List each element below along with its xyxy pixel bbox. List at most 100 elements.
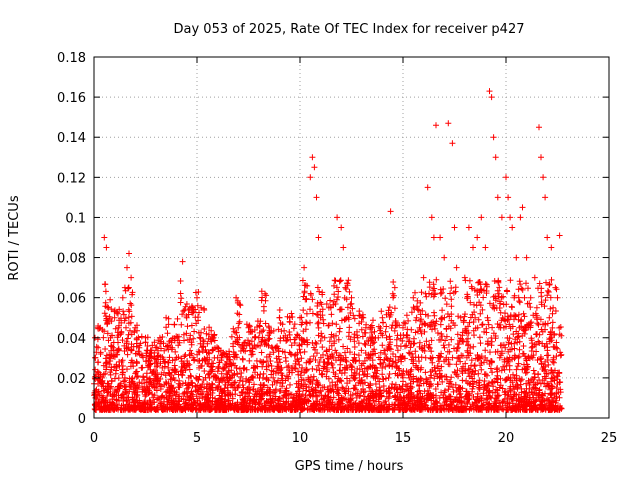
roti-point bbox=[501, 358, 508, 365]
roti-point bbox=[309, 296, 316, 303]
roti-point bbox=[486, 300, 493, 307]
roti-point bbox=[200, 343, 207, 350]
roti-point bbox=[183, 389, 190, 396]
roti-point bbox=[421, 342, 428, 349]
roti-point bbox=[331, 338, 338, 345]
roti-point bbox=[128, 313, 135, 320]
roti-point bbox=[177, 382, 184, 389]
x-tick-label: 10 bbox=[292, 431, 309, 446]
roti-point bbox=[496, 400, 503, 407]
roti-point bbox=[404, 405, 410, 412]
roti-point bbox=[330, 364, 336, 371]
roti-point bbox=[523, 280, 529, 287]
roti-point bbox=[236, 403, 243, 410]
roti-point bbox=[428, 397, 435, 404]
roti-point bbox=[408, 376, 415, 383]
roti-point bbox=[378, 392, 385, 399]
roti-point bbox=[319, 333, 325, 340]
roti-point bbox=[182, 303, 189, 310]
roti-point bbox=[521, 366, 528, 373]
roti-point bbox=[121, 374, 128, 381]
roti-point bbox=[298, 376, 305, 383]
roti-point bbox=[237, 373, 244, 380]
roti-point bbox=[358, 377, 365, 383]
roti-point bbox=[301, 397, 308, 403]
roti-point bbox=[330, 394, 337, 401]
roti-point bbox=[120, 311, 127, 318]
roti-point bbox=[265, 336, 272, 343]
roti-point bbox=[176, 393, 183, 400]
roti-point bbox=[232, 379, 239, 386]
roti-point bbox=[115, 345, 122, 352]
roti-point bbox=[216, 402, 223, 409]
roti-point bbox=[383, 355, 390, 361]
roti-point bbox=[552, 308, 559, 314]
roti-point bbox=[112, 370, 119, 377]
roti-point bbox=[510, 383, 517, 390]
roti-point bbox=[167, 385, 174, 392]
roti-point bbox=[527, 396, 533, 403]
roti-point bbox=[161, 363, 168, 370]
roti-point bbox=[201, 384, 208, 391]
roti-point bbox=[180, 331, 187, 338]
roti-point bbox=[342, 387, 349, 394]
roti-point bbox=[511, 352, 518, 359]
roti-point bbox=[169, 344, 176, 351]
roti-point bbox=[299, 277, 306, 284]
roti-point bbox=[547, 294, 554, 301]
roti-point bbox=[100, 334, 107, 341]
roti-point bbox=[458, 365, 465, 372]
roti-point bbox=[553, 339, 560, 346]
roti-point bbox=[392, 319, 399, 326]
roti-point bbox=[372, 381, 379, 387]
roti-point bbox=[205, 371, 212, 378]
roti-point bbox=[443, 333, 450, 340]
roti-point bbox=[330, 369, 337, 376]
roti-point bbox=[344, 280, 351, 287]
roti-point bbox=[178, 295, 185, 302]
roti-point bbox=[503, 174, 509, 181]
roti-point bbox=[223, 362, 230, 369]
roti-point bbox=[261, 382, 267, 389]
roti-point bbox=[422, 369, 429, 376]
roti-point bbox=[442, 295, 449, 302]
roti-point bbox=[498, 367, 505, 374]
roti-point bbox=[558, 332, 565, 339]
roti-point bbox=[530, 394, 537, 401]
roti-point bbox=[158, 393, 165, 400]
roti-point bbox=[417, 406, 424, 413]
roti-point bbox=[519, 204, 526, 211]
roti-point bbox=[262, 290, 268, 297]
roti-point bbox=[423, 338, 430, 345]
roti-point bbox=[249, 345, 256, 352]
roti-point bbox=[400, 368, 407, 375]
roti-point bbox=[297, 405, 304, 412]
roti-point bbox=[186, 305, 193, 312]
roti-point bbox=[281, 349, 288, 356]
roti-point bbox=[421, 348, 428, 354]
roti-point bbox=[300, 307, 307, 314]
roti-point bbox=[474, 234, 481, 241]
roti-point bbox=[374, 367, 381, 374]
roti-point bbox=[329, 386, 336, 393]
roti-point bbox=[457, 390, 464, 397]
roti-point bbox=[105, 388, 112, 395]
roti-point bbox=[521, 294, 528, 301]
roti-point bbox=[423, 396, 430, 403]
roti-point bbox=[445, 406, 452, 413]
roti-point bbox=[343, 358, 350, 365]
roti-point bbox=[441, 254, 448, 261]
roti-point bbox=[126, 406, 133, 413]
roti-point bbox=[234, 384, 241, 391]
roti-point bbox=[459, 338, 466, 345]
roti-point bbox=[166, 386, 173, 393]
roti-point bbox=[456, 384, 463, 391]
roti-point bbox=[354, 402, 361, 409]
roti-point bbox=[288, 364, 295, 371]
roti-point bbox=[514, 384, 521, 391]
roti-point bbox=[201, 326, 208, 332]
roti-point bbox=[325, 375, 332, 382]
roti-point bbox=[394, 385, 401, 392]
roti-point bbox=[498, 214, 505, 221]
roti-point bbox=[373, 364, 380, 371]
